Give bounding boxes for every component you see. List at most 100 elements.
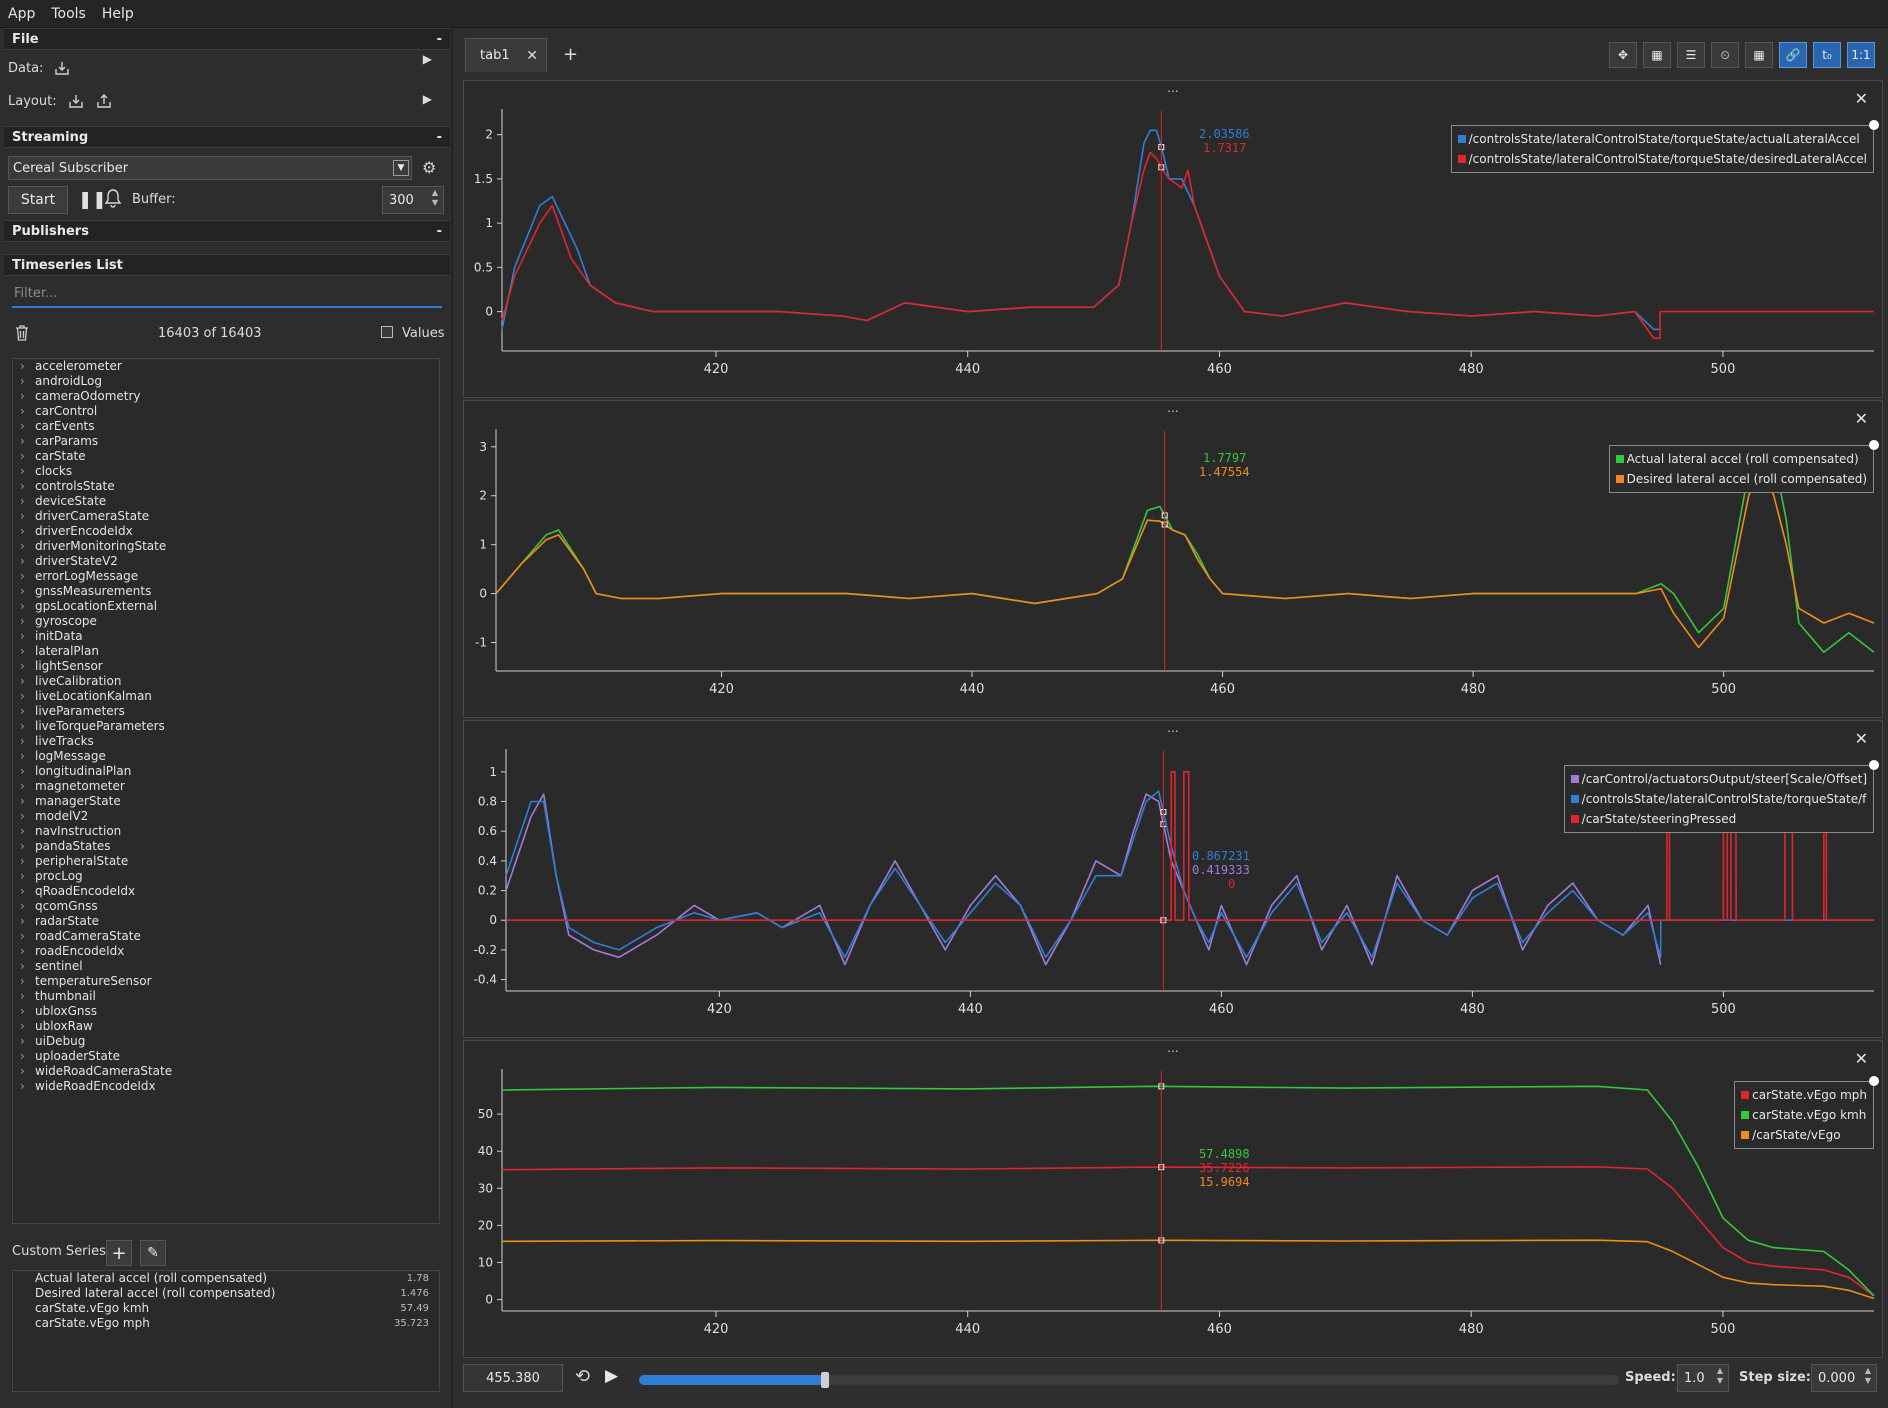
current-time-field[interactable]: 455.380 <box>463 1364 563 1392</box>
tree-item[interactable]: modelV2 <box>13 809 439 824</box>
grid-icon[interactable]: ▦ <box>1745 42 1773 68</box>
plot-panel-2[interactable]: 420 440 460 480 500 3 2 1 0 -1 ... ✕ Actual later… <box>463 400 1883 718</box>
tree-item[interactable]: androidLog <box>13 374 439 389</box>
tree-item[interactable]: driverMonitoringState <box>13 539 439 554</box>
tree-item[interactable]: magnetometer <box>13 779 439 794</box>
speed-spinbox[interactable]: 1.0 ▲ ▼ <box>1677 1364 1729 1392</box>
tree-item[interactable]: gpsLocationExternal <box>13 599 439 614</box>
plot-panel-3[interactable]: 420 440 460 480 500 1 0.8 0.6 0.4 0.2 0 -0.2 -0.4 ..… <box>463 720 1883 1038</box>
publishers-collapse-toggle[interactable]: - <box>436 223 442 239</box>
tree-item[interactable]: cameraOdometry <box>13 389 439 404</box>
legend-item[interactable]: /carState/steeringPressed <box>1570 809 1867 829</box>
plot-3-menu-dots[interactable]: ... <box>1167 721 1179 735</box>
save-layout-icon[interactable] <box>95 93 113 109</box>
add-custom-series-button[interactable]: + <box>106 1240 132 1266</box>
close-tab-icon[interactable]: ✕ <box>526 47 538 64</box>
tree-item[interactable]: driverCameraState <box>13 509 439 524</box>
legend-knob-icon[interactable] <box>1869 120 1879 130</box>
tree-item[interactable]: procLog <box>13 869 439 884</box>
tree-item[interactable]: errorLogMessage <box>13 569 439 584</box>
plot-2-legend[interactable]: Actual lateral accel (roll compensated) … <box>1608 440 1879 493</box>
tree-item[interactable]: wideRoadCameraState <box>13 1064 439 1079</box>
ruler-icon[interactable]: ▦ <box>1643 42 1671 68</box>
plot-1-canvas[interactable]: 420 440 460 480 500 2 1.5 1 0.5 0 <box>464 81 1884 399</box>
menu-app[interactable]: App <box>8 5 36 22</box>
tree-item[interactable]: wideRoadEncodeIdx <box>13 1079 439 1094</box>
publishers-section-header[interactable]: Publishers - <box>4 220 450 242</box>
tree-item[interactable]: uiDebug <box>13 1034 439 1049</box>
tree-item[interactable]: carState <box>13 449 439 464</box>
values-checkbox[interactable] <box>381 326 393 338</box>
tree-item[interactable]: liveTorqueParameters <box>13 719 439 734</box>
tree-item[interactable]: gyroscope <box>13 614 439 629</box>
custom-series-list[interactable]: Actual lateral accel (roll compensated) 1… <box>12 1270 440 1392</box>
spin-arrows-icon[interactable]: ▲ ▼ <box>431 188 439 207</box>
tree-item[interactable]: gnssMeasurements <box>13 584 439 599</box>
list-icon[interactable]: ☰ <box>1677 42 1705 68</box>
pause-icon[interactable]: ❚❚ <box>78 190 107 210</box>
tree-item[interactable]: lateralPlan <box>13 644 439 659</box>
legend-item[interactable]: carState.vEgo kmh <box>1741 1105 1867 1125</box>
streaming-source-select[interactable]: Cereal Subscriber ▼ <box>8 156 412 180</box>
custom-series-item[interactable]: Actual lateral accel (roll compensated) 1… <box>13 1271 439 1286</box>
start-button[interactable]: Start <box>8 186 68 214</box>
tree-item[interactable]: ubloxRaw <box>13 1019 439 1034</box>
legend-item[interactable]: /controlsState/lateralControlState/torqu… <box>1457 149 1867 169</box>
plot-1-legend[interactable]: /controlsState/lateralControlState/torqu… <box>1450 120 1879 173</box>
tree-item[interactable]: clocks <box>13 464 439 479</box>
play-icon[interactable]: ▶ <box>605 1366 619 1386</box>
link-icon[interactable]: 🔗 <box>1779 42 1807 68</box>
legend-item[interactable]: carState.vEgo mph <box>1741 1085 1867 1105</box>
tree-item[interactable]: driverStateV2 <box>13 554 439 569</box>
spin-arrows-icon[interactable]: ▲ ▼ <box>1716 1366 1724 1385</box>
tree-item[interactable]: roadCameraState <box>13 929 439 944</box>
tree-item[interactable]: driverEncodeIdx <box>13 524 439 539</box>
plot-2-menu-dots[interactable]: ... <box>1167 401 1179 415</box>
file-section-header[interactable]: File - <box>4 28 450 50</box>
plot-4-menu-dots[interactable]: ... <box>1167 1041 1179 1055</box>
plot-3-legend[interactable]: /carControl/actuatorsOutput/steer[Scale/… <box>1563 760 1879 833</box>
legend-item[interactable]: /carState/vEgo <box>1741 1125 1867 1145</box>
legend-item[interactable]: /controlsState/lateralControlState/torqu… <box>1457 129 1867 149</box>
legend-knob-icon[interactable] <box>1869 440 1879 450</box>
legend-knob-icon[interactable] <box>1869 760 1879 770</box>
legend-item[interactable]: Actual lateral accel (roll compensated) <box>1615 449 1867 469</box>
chevron-down-icon[interactable]: ▼ <box>393 160 409 176</box>
tree-item[interactable]: controlsState <box>13 479 439 494</box>
tree-item[interactable]: lightSensor <box>13 659 439 674</box>
close-plot-1-icon[interactable]: ✕ <box>1854 89 1868 108</box>
timeseries-tree[interactable]: accelerometerandroidLogcameraOdometrycar… <box>12 358 440 1224</box>
plot-3-canvas[interactable]: 420 440 460 480 500 1 0.8 0.6 0.4 0.2 0 -0.2 -0.4 <box>464 721 1884 1039</box>
tab-tab1[interactable]: tab1 ✕ <box>465 38 547 72</box>
tree-item[interactable]: qcomGnss <box>13 899 439 914</box>
legend-item[interactable]: Desired lateral accel (roll compensated) <box>1615 469 1867 489</box>
trash-icon[interactable] <box>14 324 30 346</box>
tree-item[interactable]: managerState <box>13 794 439 809</box>
legend-knob-icon[interactable] <box>1869 1076 1879 1086</box>
timeline-slider[interactable] <box>639 1372 1619 1388</box>
tree-item[interactable]: liveTracks <box>13 734 439 749</box>
gear-icon[interactable]: ⚙ <box>422 158 437 177</box>
move-icon[interactable]: ✥ <box>1609 42 1637 68</box>
menu-help[interactable]: Help <box>101 5 134 22</box>
custom-series-item[interactable]: carState.vEgo kmh 57.49 <box>13 1301 439 1316</box>
spin-arrows-icon[interactable]: ▲ ▼ <box>1864 1366 1872 1385</box>
clock-icon[interactable]: ⏲ <box>1711 42 1739 68</box>
plot-panel-1[interactable]: 420 440 460 480 500 2 1.5 1 0.5 0 ... ✕ /controls… <box>463 80 1883 398</box>
tree-item[interactable]: carParams <box>13 434 439 449</box>
load-layout-icon[interactable] <box>67 93 85 109</box>
custom-series-item[interactable]: Desired lateral accel (roll compensated)… <box>13 1286 439 1301</box>
tree-item[interactable]: qRoadEncodeIdx <box>13 884 439 899</box>
tree-item[interactable]: peripheralState <box>13 854 439 869</box>
repeat-icon[interactable]: ⟲ <box>575 1366 591 1387</box>
tree-item[interactable]: logMessage <box>13 749 439 764</box>
tree-item[interactable]: deviceState <box>13 494 439 509</box>
tree-item[interactable]: carEvents <box>13 419 439 434</box>
tree-item[interactable]: liveCalibration <box>13 674 439 689</box>
tree-item[interactable]: temperatureSensor <box>13 974 439 989</box>
custom-series-item[interactable]: carState.vEgo mph 35.723 <box>13 1316 439 1331</box>
tree-item[interactable]: initData <box>13 629 439 644</box>
tree-item[interactable]: liveParameters <box>13 704 439 719</box>
plot-4-legend[interactable]: carState.vEgo mph carState.vEgo kmh /car… <box>1734 1076 1879 1149</box>
step-size-spinbox[interactable]: 0.000 ▲ ▼ <box>1811 1364 1877 1392</box>
